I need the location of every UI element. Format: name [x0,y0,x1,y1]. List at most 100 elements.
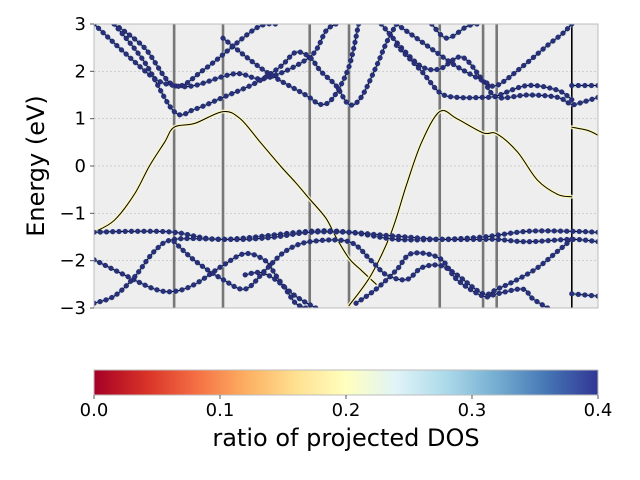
band-marker [506,75,512,81]
band-marker [320,70,326,76]
band-marker [273,67,279,73]
band-marker [315,229,321,235]
band-marker [282,59,289,65]
band-marker [156,65,162,71]
band-marker [582,82,588,89]
band-marker [132,59,139,66]
band-marker [445,58,451,64]
band-marker [439,236,445,243]
band-marker [190,235,196,242]
band-marker [219,52,226,58]
band-marker [313,305,319,308]
band-marker [516,66,522,73]
band-marker [526,239,533,245]
band-marker [517,93,523,99]
band-marker [178,236,184,242]
band-marker [188,108,194,114]
band-marker [94,300,97,306]
y-axis-label: Energy (eV) [22,95,50,237]
band-marker [501,231,508,237]
band-marker [399,277,405,283]
band-marker [513,277,520,283]
band-marker [467,71,473,77]
band-marker [151,249,157,255]
band-marker [160,228,166,235]
band-marker [248,74,255,80]
y-tick-label: 0 [75,156,86,177]
band-marker [452,236,458,243]
band-marker [135,50,141,56]
band-marker [307,95,313,101]
band-marker [343,99,349,105]
band-marker [559,89,565,95]
band-marker [175,83,182,89]
band-marker [450,57,456,63]
band-marker [118,47,125,53]
band-marker [560,30,566,36]
band-marker [484,84,491,90]
band-marker [270,260,276,266]
band-marker [547,85,553,91]
band-marker [460,95,466,101]
band-marker [588,82,595,89]
band-marker [453,275,459,282]
band-marker [199,68,206,74]
band-marker [212,76,218,82]
band-marker [390,35,396,41]
band-marker [180,247,186,254]
band-marker [410,272,416,278]
band-marker [582,229,589,235]
band-marker [259,66,265,72]
band-marker [152,77,158,83]
band-marker [200,80,206,86]
band-marker [244,32,250,38]
band-marker [403,254,409,260]
band-marker [582,292,588,298]
band-marker [521,62,527,69]
band-marker [243,72,249,78]
colorbar-tick-label: 0.4 [584,400,613,421]
band-marker [361,89,367,95]
band-marker [211,98,218,104]
band-marker [123,51,129,57]
band-marker [221,236,228,242]
band-marker [501,78,507,85]
band-marker [315,65,322,72]
band-marker [565,100,571,106]
band-marker [352,39,358,45]
band-marker [320,34,326,40]
band-marker [246,83,252,89]
band-marker [489,83,495,89]
band-marker [139,264,145,270]
band-marker [461,68,468,74]
band-marker [559,244,565,251]
band-marker [514,286,520,292]
band-marker [340,94,346,100]
band-marker [123,35,129,42]
band-marker [508,238,514,244]
band-marker [443,35,449,41]
band-marker [149,71,155,77]
band-marker [426,262,432,269]
band-marker [589,238,595,244]
band-marker [146,66,152,72]
band-marker [261,270,267,276]
band-marker [284,67,291,73]
band-marker [109,38,115,44]
band-marker [137,64,143,70]
band-marker [396,233,402,240]
band-marker [339,81,345,87]
band-marker [405,276,411,282]
band-marker [233,254,239,260]
band-marker [191,282,197,288]
band-marker [496,285,503,291]
band-marker [145,49,151,55]
band-line [571,126,598,136]
band-marker [281,284,288,290]
band-marker [136,279,143,286]
band-marker [402,51,408,57]
band-marker [149,54,155,60]
band-marker [363,293,369,299]
y-tick-label: −3 [59,298,86,319]
